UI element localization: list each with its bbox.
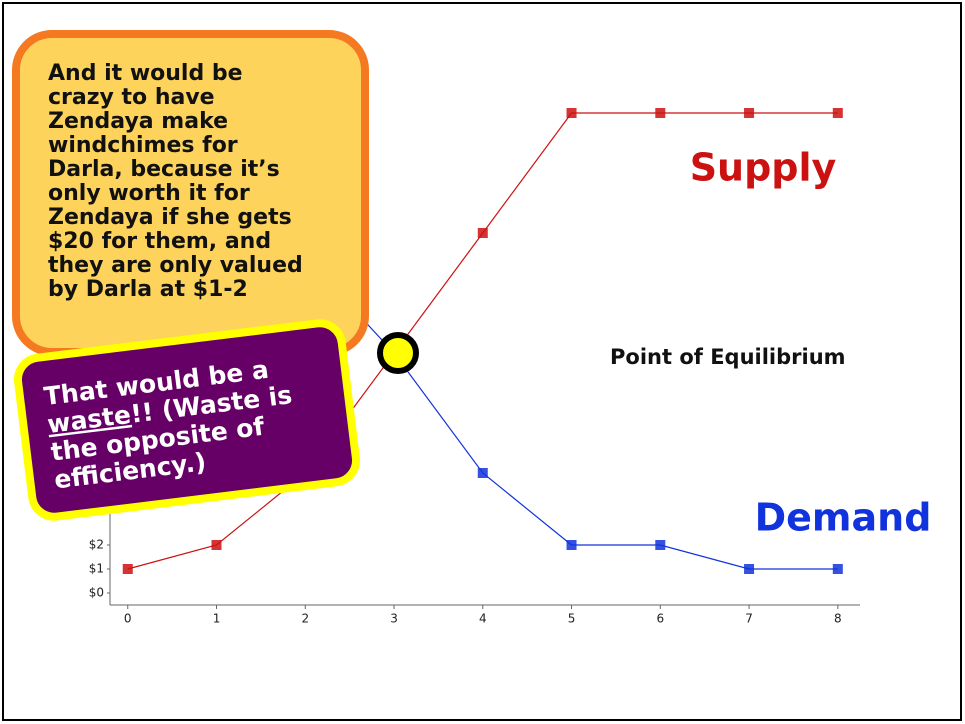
x-tick-label: 5 bbox=[568, 612, 576, 626]
point-marker bbox=[566, 108, 577, 118]
x-tick-label: 4 bbox=[479, 612, 487, 626]
callout-line: they are only valued bbox=[48, 253, 303, 278]
x-tick-label: 1 bbox=[213, 612, 221, 626]
callout-line: Zendaya make bbox=[48, 109, 228, 134]
callout-line: crazy to have bbox=[48, 85, 215, 110]
y-tick-label: $2 bbox=[89, 538, 104, 552]
point-marker bbox=[655, 108, 666, 118]
y-tick-label: $0 bbox=[89, 586, 104, 600]
x-tick-label: 2 bbox=[301, 612, 309, 626]
point-marker bbox=[122, 564, 133, 574]
callout-line: And it would be bbox=[48, 61, 243, 86]
point-marker bbox=[655, 540, 666, 550]
x-tick-label: 6 bbox=[656, 612, 664, 626]
callout-line: by Darla at $1-2 bbox=[48, 277, 248, 302]
purple-callout: That would be a waste!! (Waste is the op… bbox=[13, 319, 361, 521]
callout-line: Darla, because it’s bbox=[48, 157, 280, 182]
point-marker bbox=[744, 108, 755, 118]
point-marker bbox=[832, 564, 843, 574]
x-tick-label: 7 bbox=[745, 612, 753, 626]
x-tick-label: 8 bbox=[834, 612, 842, 626]
callout-line: windchimes for bbox=[48, 133, 238, 158]
x-tick-label: 3 bbox=[390, 612, 398, 626]
callout-line: $20 for them, and bbox=[48, 229, 271, 254]
purple-callout-box bbox=[13, 319, 361, 521]
callout-line: only worth it for bbox=[48, 181, 250, 206]
y-tick-label: $1 bbox=[89, 562, 104, 576]
point-marker bbox=[477, 468, 488, 478]
callout-line: Zendaya if she gets bbox=[48, 205, 292, 230]
point-marker bbox=[744, 564, 755, 574]
equilibrium-label: Point of Equilibrium bbox=[610, 345, 846, 369]
point-marker bbox=[211, 540, 222, 550]
point-marker bbox=[832, 108, 843, 118]
legend-label: Demand bbox=[755, 496, 932, 540]
point-marker bbox=[566, 540, 577, 550]
legend-label: Supply bbox=[690, 146, 837, 190]
point-marker bbox=[477, 228, 488, 238]
equilibrium-marker bbox=[377, 332, 419, 374]
x-tick-label: 0 bbox=[124, 612, 132, 626]
